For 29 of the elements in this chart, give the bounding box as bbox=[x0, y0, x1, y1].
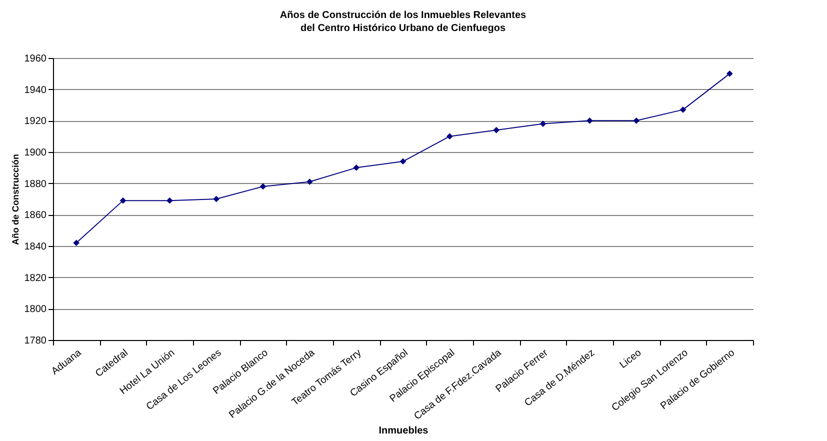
point bbox=[260, 183, 266, 190]
y-tick-label: 1860 bbox=[24, 210, 47, 222]
y-tick-label: 1900 bbox=[24, 148, 47, 158]
y-tick-label: 1940 bbox=[24, 84, 47, 96]
y-tick-label: 1840 bbox=[24, 242, 47, 252]
y-axis-title: Año de Construcción bbox=[10, 154, 20, 246]
point bbox=[73, 240, 80, 246]
y-tick-label: 1880 bbox=[24, 178, 47, 190]
point bbox=[680, 106, 686, 113]
point bbox=[726, 70, 733, 77]
y-tick-label: 1960 bbox=[24, 54, 47, 64]
point bbox=[166, 197, 173, 204]
point bbox=[306, 178, 313, 185]
y-tick-label: 1920 bbox=[24, 116, 47, 128]
point bbox=[493, 126, 500, 134]
y-tick-label: 1800 bbox=[24, 304, 47, 316]
point bbox=[446, 133, 453, 140]
point bbox=[540, 120, 546, 127]
point bbox=[120, 197, 126, 204]
x-axis-title: Inmuebles bbox=[378, 425, 429, 436]
y-tick-label: 1820 bbox=[24, 272, 47, 284]
point bbox=[213, 196, 220, 202]
chart-subtitle: del Centro Histórico Urbano de Cienfuegos bbox=[300, 23, 506, 34]
point bbox=[633, 118, 640, 124]
point bbox=[586, 118, 593, 124]
point bbox=[400, 158, 406, 165]
point bbox=[353, 164, 360, 171]
chart-title: Años de Construcción de los Inmuebles Relevantes bbox=[280, 10, 527, 21]
y-tick-label: 1780 bbox=[24, 336, 47, 346]
